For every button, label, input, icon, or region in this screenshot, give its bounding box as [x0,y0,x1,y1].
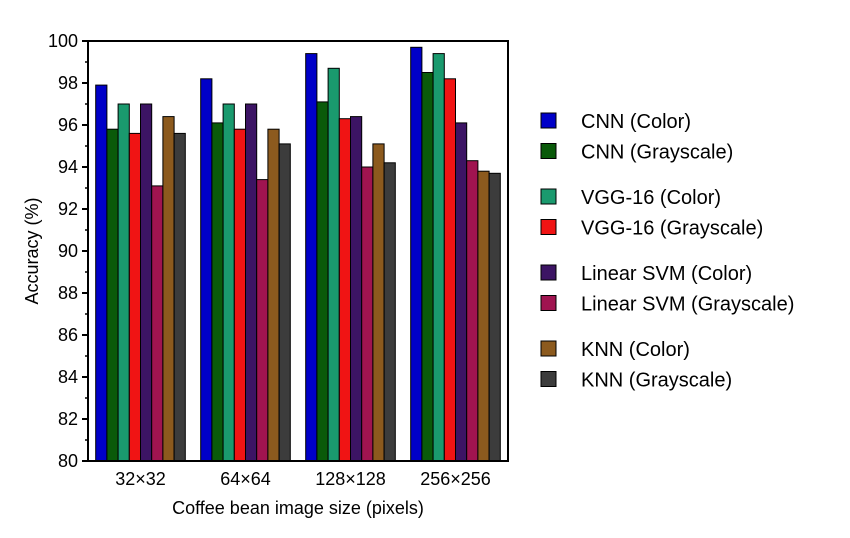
legend-label: CNN (Color) [581,111,691,133]
bar-1-2 [316,101,329,462]
y-tick-label: 90 [58,241,78,261]
bar-0-3 [410,46,423,462]
bar-4-2 [350,116,363,462]
x-tick-label: 256×256 [420,469,491,489]
y-tick-label: 100 [48,31,78,51]
y-tick-label: 82 [58,409,78,429]
y-axis: 80 82 84 86 88 90 92 94 96 98 100 [48,31,88,471]
bar-7-3 [488,172,501,462]
legend-swatch [540,188,557,205]
x-tick-label: 64×64 [220,469,271,489]
bar-7-1 [278,143,291,462]
legend-label: VGG-16 (Color) [581,187,721,209]
legend-label: Linear SVM (Grayscale) [581,294,794,316]
bars-group [95,46,501,462]
bar-3-2 [338,118,351,462]
bar-4-0 [140,103,153,462]
x-axis-label: Coffee bean image size (pixels) [172,498,424,518]
legend-label: CNN (Grayscale) [581,142,733,164]
y-tick-label: 98 [58,73,78,93]
bar-2-0 [117,103,130,462]
legend-label: Linear SVM (Color) [581,263,752,285]
bar-5-0 [151,185,164,462]
bar-6-1 [267,128,280,462]
bar-1-1 [211,122,224,462]
bar-1-3 [421,72,434,462]
bar-5-2 [361,166,374,462]
bar-5-1 [256,179,269,462]
bar-7-2 [383,162,396,462]
legend-swatch [540,219,557,235]
bar-4-1 [245,103,258,462]
y-tick-label: 92 [58,199,78,219]
bar-1-0 [106,128,119,462]
bar-6-2 [372,143,385,462]
bar-3-3 [443,78,456,462]
legend-swatch [540,143,557,159]
y-tick-label: 96 [58,115,78,135]
bar-2-3 [432,53,445,462]
y-axis-label: Accuracy (%) [22,197,42,304]
x-axis: 32×32 64×64 128×128 256×256 [115,469,491,489]
bar-5-3 [466,160,479,462]
legend-label: KNN (Color) [581,339,690,361]
legend: CNN (Color) CNN (Grayscale) VGG-16 (Color)… [540,111,794,392]
y-tick-label: 88 [58,283,78,303]
x-tick-label: 128×128 [315,469,386,489]
bar-4-3 [455,122,468,462]
y-tick-label: 86 [58,325,78,345]
y-tick-label: 80 [58,451,78,471]
bar-2-2 [327,67,340,462]
bar-0-2 [305,53,318,462]
legend-swatch [540,112,557,129]
legend-swatch [540,371,557,387]
bar-6-3 [477,170,490,462]
x-tick-label: 32×32 [115,469,166,489]
bar-0-0 [95,84,108,462]
legend-swatch [540,295,557,311]
bar-0-1 [200,78,213,462]
legend-label: KNN (Grayscale) [581,370,732,392]
bar-2-1 [222,103,235,462]
y-tick-label: 84 [58,367,78,387]
bar-6-0 [162,116,175,462]
bar-3-1 [233,128,247,462]
y-tick-label: 94 [58,157,78,177]
bar-7-0 [173,132,186,462]
legend-label: VGG-16 (Grayscale) [581,218,763,240]
legend-swatch [540,340,557,357]
legend-swatch [540,264,557,281]
bar-3-0 [128,132,142,462]
